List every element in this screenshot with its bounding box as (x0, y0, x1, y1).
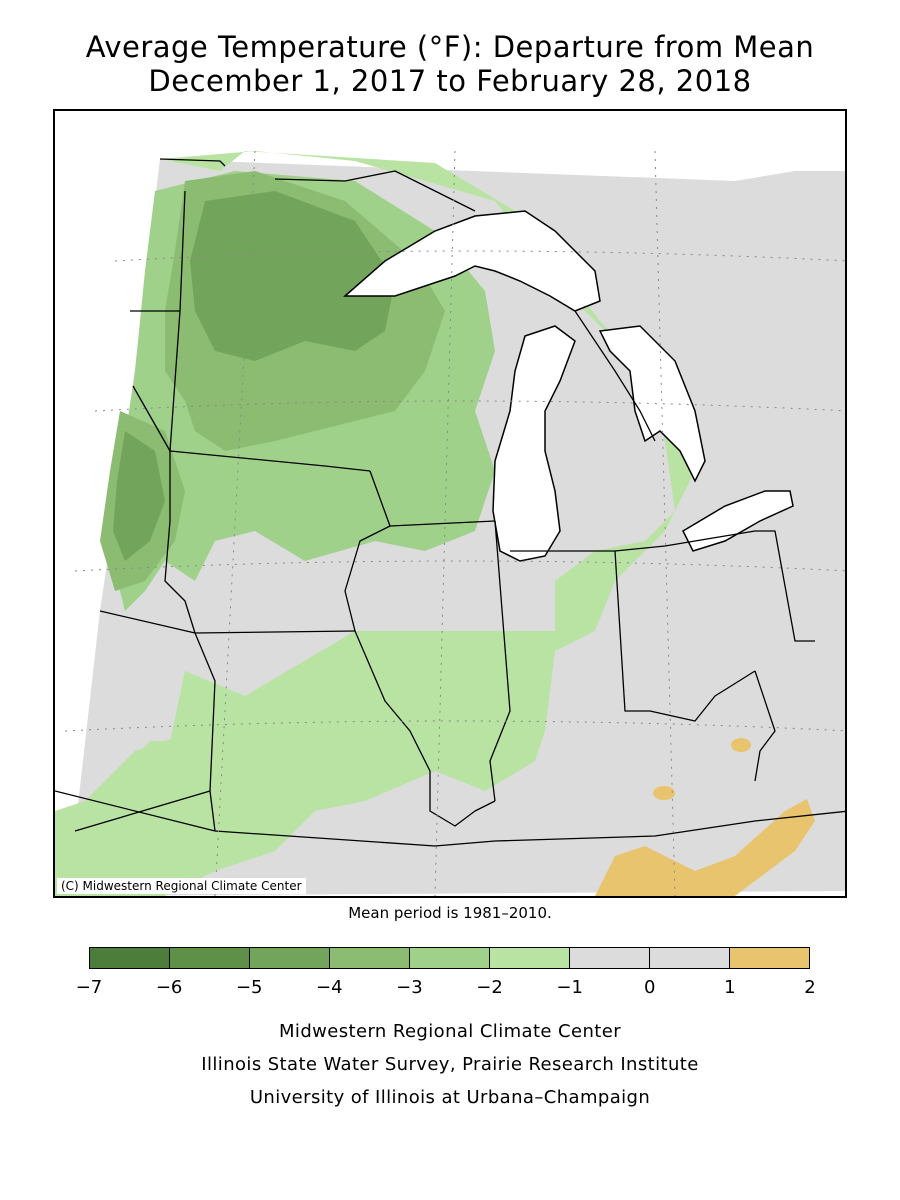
zone-plus-1-small-b (653, 786, 675, 800)
legend-swatch (650, 948, 730, 968)
lake-michigan (492, 325, 576, 562)
zone-minus-1-to-minus-2 (55, 151, 695, 896)
legend-tick-label: 0 (644, 977, 656, 998)
legend-swatch (250, 948, 330, 968)
legend-tick-label: −4 (316, 977, 343, 998)
map-title-line-2: December 1, 2017 to February 28, 2018 (148, 64, 752, 98)
legend-tick-label: −7 (75, 977, 103, 998)
state-boundaries (55, 158, 845, 847)
legend-swatch (410, 948, 490, 968)
zone-plus-1-small-a (731, 738, 751, 752)
legend-tick-label: 1 (724, 977, 736, 998)
lake-erie (682, 490, 794, 552)
lake-huron (598, 325, 706, 483)
legend-tick-label: −6 (155, 977, 183, 998)
color-legend: −7 −6 −5 −4 −3 −2 −1 0 1 2 (76, 947, 816, 998)
legend-swatch (330, 948, 410, 968)
legend-bar (89, 947, 810, 969)
footer-line-2: Illinois State Water Survey, Prairie Res… (201, 1054, 699, 1075)
legend-swatch (90, 948, 170, 968)
zone-plus-1-to-plus-2 (595, 799, 815, 896)
legend-tick-label: 2 (804, 977, 816, 998)
map-canvas (55, 150, 845, 896)
legend-tick-label: −1 (556, 977, 583, 998)
graticule (64, 150, 845, 896)
legend-swatch (170, 948, 250, 968)
legend-swatch (730, 948, 809, 968)
zone-minus-4-to-minus-5 (190, 191, 395, 361)
mean-period-note: Mean period is 1981–2010. (348, 904, 552, 922)
legend-tick-label: −3 (396, 977, 423, 998)
legend-ticks: −7 −6 −5 −4 −3 −2 −1 0 1 2 (76, 977, 816, 1001)
legend-swatch (570, 948, 650, 968)
legend-tick-label: −2 (476, 977, 503, 998)
map-copyright: (C) Midwestern Regional Climate Center (57, 878, 306, 894)
footer-line-1: Midwestern Regional Climate Center (278, 1021, 622, 1042)
temperature-departure-map: (C) Midwestern Regional Climate Center (53, 109, 847, 898)
zone-minus-4-to-minus-5-west (113, 431, 165, 561)
legend-swatch (490, 948, 570, 968)
footer-line-3: University of Illinois at Urbana–Champai… (249, 1087, 651, 1108)
legend-tick-label: −5 (235, 977, 263, 998)
map-title-line-1: Average Temperature (°F): Departure from… (85, 30, 815, 64)
zone-minus-1-to-minus-2-b (55, 711, 315, 896)
